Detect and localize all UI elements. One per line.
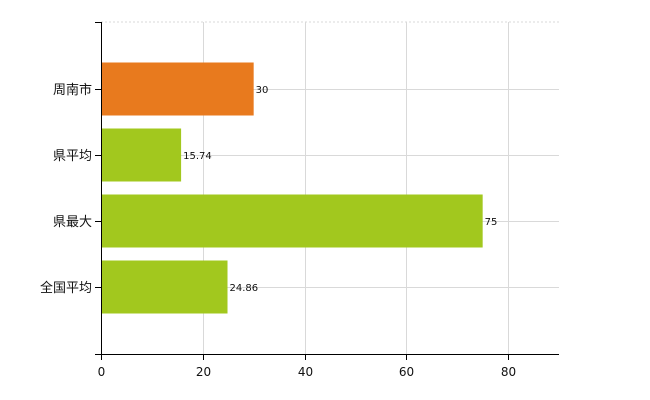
data-label: 24.86 bbox=[230, 283, 259, 294]
category-label: 全国平均 bbox=[40, 280, 92, 296]
x-tick-label: 0 bbox=[98, 365, 106, 379]
bar-3 bbox=[101, 260, 228, 314]
category-label: 周南市 bbox=[53, 82, 92, 98]
bars bbox=[101, 62, 483, 314]
category-label: 県平均 bbox=[53, 149, 92, 164]
axes bbox=[95, 22, 559, 360]
bar-1 bbox=[101, 128, 182, 182]
x-tick-label: 80 bbox=[501, 365, 516, 379]
x-tick-label: 20 bbox=[196, 365, 211, 379]
x-tick-label: 60 bbox=[399, 365, 414, 379]
data-label: 75 bbox=[485, 217, 498, 228]
bar-0 bbox=[101, 62, 254, 116]
data-label: 30 bbox=[256, 85, 269, 96]
category-label: 県最大 bbox=[53, 215, 92, 230]
x-tick-label: 40 bbox=[298, 365, 313, 379]
data-label: 15.74 bbox=[183, 151, 212, 162]
bar-2 bbox=[101, 194, 483, 248]
